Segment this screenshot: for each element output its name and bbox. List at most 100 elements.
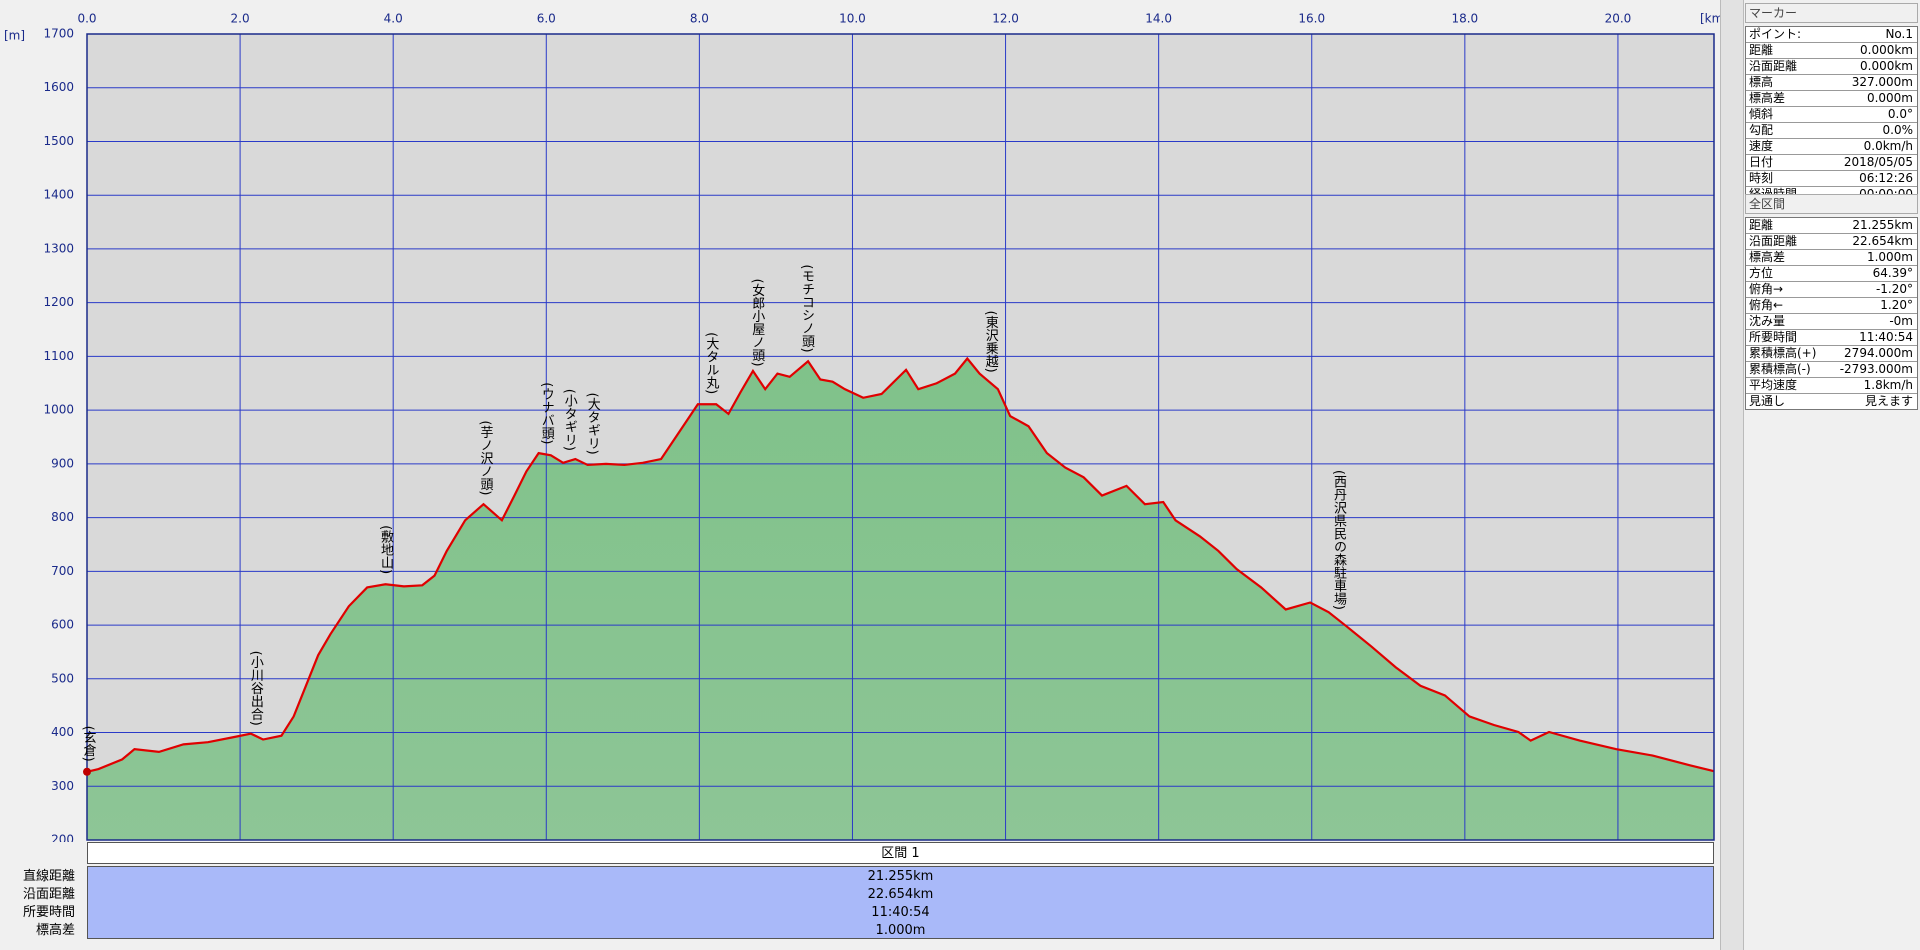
x-tick-label: 14.0 — [1145, 12, 1172, 26]
y-tick-label: 1200 — [43, 295, 74, 309]
row-value: -0m — [1889, 314, 1913, 328]
panel-row: 所要時間 11:40:54 — [1746, 330, 1917, 346]
panel-title: 全区間 — [1745, 194, 1918, 214]
area-fill — [87, 358, 1714, 840]
panel-row: 方位 64.39° — [1746, 266, 1917, 282]
y-tick-label: 500 — [51, 671, 74, 685]
row-label: 平均速度 — [1749, 378, 1798, 392]
x-unit: [km] — [1700, 12, 1720, 26]
panel-row: 標高差 1.000m — [1746, 250, 1917, 266]
y-tick-label: 400 — [51, 725, 74, 739]
panel-row: 速度 0.0km/h — [1746, 139, 1917, 155]
marker-point — [83, 767, 91, 776]
row-label: 標高差 — [1749, 250, 1786, 264]
x-tick-label: 6.0 — [537, 12, 556, 26]
row-label: 所要時間 — [22, 905, 75, 920]
row-label: 標高 — [1749, 75, 1774, 89]
waypoint-label: (芋ノ沢ノ頭) — [478, 420, 494, 495]
row-label: 方位 — [1749, 266, 1774, 280]
panel-row: 距離 0.000km — [1746, 43, 1917, 59]
waypoint-label: (小タギリ) — [562, 389, 578, 451]
y-tick-label: 1700 — [43, 27, 74, 41]
row-value: 1.20° — [1880, 298, 1913, 312]
row-label: 傾斜 — [1749, 107, 1774, 121]
row-value: 64.39° — [1872, 266, 1913, 280]
row-value: 06:12:26 — [1859, 171, 1913, 185]
row-value: -1.20° — [1875, 282, 1913, 296]
y-tick-label: 900 — [51, 456, 74, 470]
panel-row: 標高 327.000m — [1746, 75, 1917, 91]
waypoint-label: (ウナバ頭) — [539, 382, 555, 444]
row-label: ポイント: — [1749, 27, 1802, 41]
x-tick-label: 12.0 — [992, 12, 1019, 26]
x-tick-label: 0.0 — [77, 12, 96, 26]
panel-row: ポイント: No.1 — [1746, 27, 1917, 43]
x-tick-label: 4.0 — [384, 12, 403, 26]
row-label: 日付 — [1749, 155, 1774, 169]
row-label: 沿面距離 — [1749, 59, 1798, 73]
row-label: 勾配 — [1749, 123, 1774, 137]
panel-row: 累積標高(-) -2793.000m — [1746, 362, 1917, 378]
panel-row: 勾配 0.0% — [1746, 123, 1917, 139]
row-value: 0.0% — [1882, 123, 1914, 137]
x-tick-label: 18.0 — [1451, 12, 1478, 26]
row-label: 直線距離 — [22, 869, 75, 884]
section-row: 所要時間 11:40:54 — [0, 904, 1715, 922]
waypoint-label: (大タギリ) — [585, 393, 601, 455]
row-value: 0.0° — [1887, 107, 1913, 121]
row-label: 距離 — [1749, 218, 1774, 232]
profile-line — [86, 356, 1715, 773]
panel-row: 距離 21.255km — [1746, 218, 1917, 234]
row-value: 11:40:54 — [871, 905, 930, 920]
panel-row: 傾斜 0.0° — [1746, 107, 1917, 123]
row-value: 21.255km — [867, 869, 934, 884]
panel-table: ポイント: No.1 距離 0.000km 沿面距離 0.000km 標高 327.000m 標… — [1745, 26, 1918, 203]
marker-panel: マーカー ポイント: No.1 距離 0.000km 沿面距離 0.000km 標高 327.… — [1745, 3, 1918, 203]
panel-row: 沿面距離 22.654km — [1746, 234, 1917, 250]
row-value: 11:40:54 — [1859, 330, 1913, 344]
row-label: 時刻 — [1749, 171, 1774, 185]
y-tick-label: 1300 — [43, 241, 74, 255]
y-tick-label: 700 — [51, 564, 74, 578]
panel-row: 標高差 0.000m — [1746, 91, 1917, 107]
row-value: 21.255km — [1852, 218, 1913, 232]
scrollbar[interactable] — [1720, 0, 1744, 950]
y-unit: [m] — [4, 29, 25, 43]
panel-row: 俯角→ -1.20° — [1746, 282, 1917, 298]
row-value: 1.000m — [1866, 250, 1913, 264]
waypoint-label: (女郎小屋ノ頭) — [749, 278, 765, 366]
y-tick-label: 600 — [51, 618, 74, 632]
waypoint-label: (西丹沢県民の森駐車場) — [1331, 470, 1347, 610]
total-panel: 全区間 距離 21.255km 沿面距離 22.654km 標高差 1.000m 方位 64.… — [1745, 194, 1918, 410]
row-label: 俯角→ — [1749, 282, 1784, 296]
panel-row: 沈み量 -0m — [1746, 314, 1917, 330]
row-value: 22.654km — [1852, 234, 1913, 248]
row-label: 沿面距離 — [1749, 234, 1798, 248]
y-tick-label: 1400 — [43, 188, 74, 202]
y-tick-label: 1600 — [43, 80, 74, 94]
x-tick-label: 20.0 — [1605, 12, 1632, 26]
row-label: 累積標高(+) — [1749, 346, 1817, 360]
row-value: 2794.000m — [1844, 346, 1913, 360]
row-label: 累積標高(-) — [1749, 362, 1811, 376]
row-value: 1.000m — [875, 923, 926, 938]
elevation-chart: [m] [km] 200 300 400 500 600 700 800 900 1000 110… — [4, 12, 1720, 843]
x-tick-label: 10.0 — [839, 12, 866, 26]
row-value: 0.000km — [1860, 59, 1913, 73]
row-label: 所要時間 — [1749, 330, 1798, 344]
panel-title: マーカー — [1745, 3, 1918, 23]
x-tick-label: 2.0 — [231, 12, 250, 26]
row-value: 1.8km/h — [1863, 378, 1913, 392]
row-label: 見通し — [1749, 394, 1786, 408]
waypoint-label: (小川谷出合) — [248, 651, 263, 726]
row-label: 沿面距離 — [22, 887, 75, 902]
waypoint-label: (玄倉) — [81, 726, 97, 762]
row-label: 距離 — [1749, 43, 1774, 57]
waypoint-label: (モチコシノ頭) — [799, 264, 815, 352]
panel-row: 累積標高(+) 2794.000m — [1746, 346, 1917, 362]
row-value: 0.0km/h — [1863, 139, 1913, 153]
y-tick-label: 300 — [51, 779, 74, 793]
y-tick-label: 1100 — [43, 349, 74, 363]
panel-row: 見通し 見えます — [1746, 394, 1917, 409]
y-tick-label: 800 — [51, 510, 74, 524]
